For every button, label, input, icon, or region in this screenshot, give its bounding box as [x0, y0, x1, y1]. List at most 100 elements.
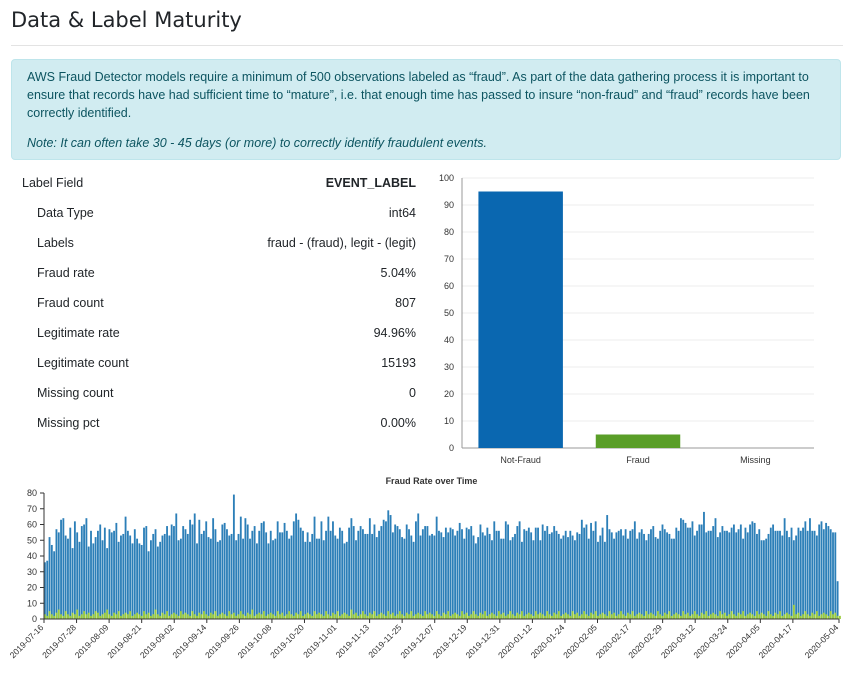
bar-legit: [196, 543, 198, 619]
bar-legit: [334, 535, 337, 619]
bar-legit: [553, 526, 556, 619]
bar-fraud: [143, 611, 145, 619]
bar-fraud: [587, 615, 590, 619]
bar-legit: [834, 532, 837, 619]
bar-fraud: [827, 615, 830, 619]
bar-legit: [419, 535, 422, 619]
bar-fraud: [686, 612, 689, 619]
bar-legit: [205, 521, 208, 619]
bar-legit: [562, 535, 565, 619]
bar-legit: [578, 533, 581, 619]
bar-fraud: [502, 612, 505, 619]
bar-fraud: [440, 615, 443, 619]
x-tick-label: 2019-08-09: [73, 622, 111, 660]
x-tick-label: 2019-12-07: [398, 622, 436, 660]
bar-legit: [76, 532, 79, 619]
bar-legit: [269, 530, 272, 619]
bar-legit: [458, 522, 461, 619]
bar-legit: [438, 530, 440, 619]
bar-fraud: [53, 615, 56, 619]
bar-fraud: [696, 614, 698, 619]
bar-fraud: [811, 612, 814, 619]
bar-fraud: [191, 611, 194, 619]
bar-legit: [597, 541, 599, 619]
bar-fraud: [516, 612, 519, 619]
bar-legit: [138, 543, 141, 619]
bar-fraud: [131, 615, 134, 619]
bar-fraud: [555, 614, 558, 619]
bar-fraud: [580, 614, 583, 619]
bar-fraud: [161, 612, 164, 619]
bar-fraud: [163, 614, 166, 619]
stat-value: EVENT_LABEL: [325, 176, 416, 190]
bar-fraud: [829, 611, 832, 619]
bar-legit: [92, 543, 95, 619]
bar-legit: [484, 535, 486, 619]
stat-row-data-type: Data Type int64: [0, 206, 430, 236]
bar-legit: [670, 538, 673, 619]
bar-fraud: [179, 611, 182, 619]
bar-fraud: [106, 609, 109, 619]
bar-legit: [788, 537, 791, 619]
bar-legit: [811, 530, 814, 619]
bar-fraud: [281, 612, 284, 619]
bar-legit: [548, 533, 551, 619]
bar-fraud: [444, 614, 447, 619]
bar-fraud: [64, 611, 67, 619]
bar-legit: [405, 524, 408, 619]
bar-fraud: [486, 615, 489, 619]
bar-fraud: [168, 615, 171, 619]
bar-fraud: [652, 614, 655, 619]
bar-fraud: [50, 614, 53, 619]
bar-legit: [677, 530, 680, 619]
bar-legit: [265, 532, 268, 619]
bar-fraud: [714, 614, 717, 619]
bar-fraud: [209, 612, 212, 619]
bar-legit: [829, 529, 832, 619]
bar-legit: [567, 537, 569, 619]
bar-legit: [145, 526, 148, 619]
bar-fraud: [624, 615, 627, 619]
bar-legit: [249, 538, 251, 619]
bar-fraud: [249, 614, 251, 619]
x-tick-label: 2020-05-04: [803, 622, 841, 660]
stat-label: Fraud count: [37, 296, 104, 310]
bar-legit: [67, 538, 69, 619]
bar-legit: [189, 519, 192, 619]
bar-fraud: [544, 615, 546, 619]
bar-legit: [44, 562, 46, 619]
bar-legit: [518, 521, 521, 619]
bar-legit: [723, 530, 726, 619]
bar-fraud: [260, 614, 263, 619]
bar-legit: [627, 538, 629, 619]
bar-legit: [103, 527, 106, 619]
bar-legit: [537, 527, 539, 619]
bar-fraud: [175, 614, 178, 619]
x-tick-label: 2019-09-02: [138, 622, 176, 660]
bar-fraud: [140, 615, 143, 619]
bar-legit: [818, 524, 821, 619]
bar-legit: [585, 524, 588, 619]
bar-legit: [832, 532, 834, 619]
bar-fraud: [481, 614, 484, 619]
bar-fraud: [594, 611, 597, 619]
bar-fraud: [166, 611, 168, 619]
bar-fraud: [272, 614, 274, 619]
bar-fraud: [832, 614, 834, 619]
info-alert-message: AWS Fraud Detector models require a mini…: [27, 70, 810, 120]
bar-fraud: [120, 615, 122, 619]
bar-legit: [493, 521, 496, 619]
bar-legit: [193, 513, 196, 619]
bar-legit: [728, 532, 731, 619]
bar-fraud: [461, 611, 463, 619]
x-tick-label: 2020-04-17: [756, 622, 794, 660]
bar-fraud: [117, 611, 120, 619]
bar-fraud: [705, 611, 708, 619]
bar-legit: [131, 543, 134, 619]
bar-fraud: [115, 614, 118, 619]
bar-legit: [682, 519, 685, 619]
stat-label: Legitimate count: [37, 356, 129, 370]
bar-fraud: [221, 612, 224, 619]
bar-fraud: [527, 612, 530, 619]
bar-legit: [629, 530, 632, 619]
